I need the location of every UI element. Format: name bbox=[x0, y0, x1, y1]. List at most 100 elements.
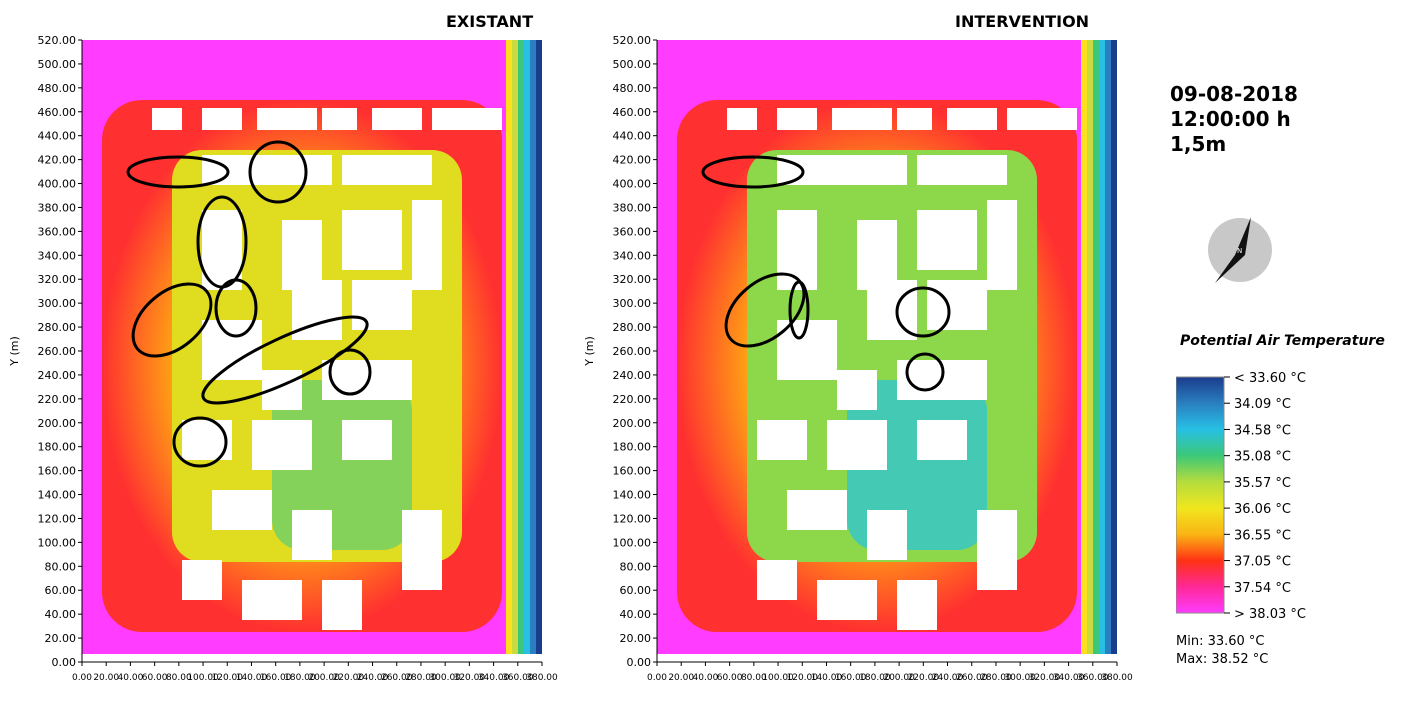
y-tick-label: 380.00 bbox=[38, 201, 77, 214]
building-block bbox=[252, 420, 312, 470]
y-tick-label: 420.00 bbox=[38, 154, 77, 167]
legend-label: 34.58 °C bbox=[1234, 423, 1291, 438]
x-tick-label: 260.00 bbox=[381, 673, 413, 683]
y-tick-label: 500.00 bbox=[613, 58, 652, 71]
x-tick-label: 40.00 bbox=[118, 673, 144, 683]
x-tick-label: 320.00 bbox=[454, 673, 486, 683]
x-tick-label: 340.00 bbox=[478, 673, 510, 683]
x-tick-label: 280.00 bbox=[980, 673, 1012, 683]
min-max-readout: Min: 33.60 °C Max: 38.52 °C bbox=[1176, 633, 1268, 669]
simulation-height: 1,5m bbox=[1170, 132, 1227, 156]
y-tick-label: 0.00 bbox=[52, 656, 77, 669]
y-tick-label: 260.00 bbox=[613, 345, 652, 358]
y-tick-label: 280.00 bbox=[613, 321, 652, 334]
y-tick-label: 360.00 bbox=[38, 225, 77, 238]
building-block bbox=[1007, 108, 1037, 130]
edge-band bbox=[512, 40, 518, 662]
building-block bbox=[342, 155, 432, 185]
building-block bbox=[917, 420, 967, 460]
y-tick-label: 500.00 bbox=[38, 58, 77, 71]
y-tick-label: 100.00 bbox=[38, 536, 77, 549]
heatmap-existant: 0.0020.0040.0060.0080.00100.00120.00140.… bbox=[8, 34, 558, 683]
x-tick-label: 180.00 bbox=[859, 673, 891, 683]
highlight-ellipse bbox=[905, 352, 945, 392]
x-tick-label: 260.00 bbox=[956, 673, 988, 683]
legend-label: 37.05 °C bbox=[1234, 555, 1291, 570]
building-block bbox=[322, 108, 357, 130]
legend-label: 35.08 °C bbox=[1234, 450, 1291, 465]
x-tick-label: 340.00 bbox=[1053, 673, 1085, 683]
simulation-date: 09-08-2018 bbox=[1170, 82, 1298, 106]
y-tick-label: 140.00 bbox=[613, 489, 652, 502]
building-block bbox=[832, 108, 892, 130]
building-block bbox=[947, 108, 997, 130]
y-tick-label: 180.00 bbox=[613, 441, 652, 454]
y-tick-label: 320.00 bbox=[38, 273, 77, 286]
edge-band bbox=[506, 40, 512, 662]
y-tick-label: 340.00 bbox=[38, 249, 77, 262]
building-block bbox=[202, 320, 262, 380]
edge-band bbox=[1111, 40, 1117, 662]
y-tick-label: 220.00 bbox=[613, 393, 652, 406]
legend-colorbar bbox=[1176, 376, 1225, 614]
highlight-ellipse bbox=[172, 416, 228, 468]
y-tick-label: 460.00 bbox=[38, 106, 77, 119]
heatmap-intervention: 0.0020.0040.0060.0080.00100.00120.00140.… bbox=[583, 34, 1133, 683]
highlight-ellipse bbox=[788, 280, 810, 340]
y-tick-label: 260.00 bbox=[38, 345, 77, 358]
x-tick-label: 200.00 bbox=[308, 673, 340, 683]
x-tick-label: 20.00 bbox=[93, 673, 119, 683]
building-block bbox=[352, 280, 412, 330]
legend-label: 36.55 °C bbox=[1234, 528, 1291, 543]
building-block bbox=[837, 370, 877, 410]
building-block bbox=[322, 580, 362, 630]
x-tick-label: 220.00 bbox=[908, 673, 940, 683]
bottom-strip bbox=[82, 654, 542, 662]
y-tick-label: 160.00 bbox=[38, 465, 77, 478]
x-tick-label: 180.00 bbox=[284, 673, 316, 683]
building-block bbox=[212, 490, 272, 530]
y-tick-label: 340.00 bbox=[613, 249, 652, 262]
building-block bbox=[757, 420, 807, 460]
building-block bbox=[787, 490, 847, 530]
x-tick-label: 200.00 bbox=[883, 673, 915, 683]
building-block bbox=[432, 108, 462, 130]
building-block bbox=[182, 560, 222, 600]
building-block bbox=[927, 280, 987, 330]
building-block bbox=[897, 580, 937, 630]
x-tick-label: 20.00 bbox=[668, 673, 694, 683]
simulation-info: 09-08-2018 12:00:00 h 1,5m bbox=[1170, 82, 1298, 157]
simulation-time: 12:00:00 h bbox=[1170, 107, 1291, 131]
building-block bbox=[857, 220, 897, 290]
x-tick-label: 240.00 bbox=[357, 673, 389, 683]
y-tick-label: 520.00 bbox=[613, 34, 652, 47]
building-block bbox=[402, 510, 442, 590]
x-tick-label: 220.00 bbox=[333, 673, 365, 683]
highlight-ellipse bbox=[248, 140, 308, 204]
y-tick-label: 60.00 bbox=[620, 584, 652, 597]
x-tick-label: 360.00 bbox=[1077, 673, 1109, 683]
highlight-ellipse bbox=[126, 155, 230, 189]
edge-band bbox=[530, 40, 536, 662]
x-tick-label: 240.00 bbox=[932, 673, 964, 683]
y-tick-label: 440.00 bbox=[613, 130, 652, 143]
x-tick-label: 120.00 bbox=[212, 673, 244, 683]
y-tick-label: 140.00 bbox=[38, 489, 77, 502]
building-block bbox=[777, 108, 817, 130]
building-block bbox=[987, 200, 1017, 290]
legend-label: 37.54 °C bbox=[1234, 581, 1291, 596]
x-tick-label: 320.00 bbox=[1029, 673, 1061, 683]
y-tick-label: 200.00 bbox=[613, 417, 652, 430]
building-block bbox=[777, 210, 817, 290]
building-block bbox=[727, 108, 757, 130]
building-block bbox=[777, 320, 837, 380]
y-tick-label: 440.00 bbox=[38, 130, 77, 143]
building-block bbox=[412, 200, 442, 290]
y-tick-label: 180.00 bbox=[38, 441, 77, 454]
building-block bbox=[242, 580, 302, 620]
x-tick-label: 380.00 bbox=[526, 673, 558, 683]
edge-band bbox=[1093, 40, 1099, 662]
x-tick-label: 100.00 bbox=[762, 673, 794, 683]
x-tick-label: 40.00 bbox=[693, 673, 719, 683]
edge-band bbox=[536, 40, 542, 662]
